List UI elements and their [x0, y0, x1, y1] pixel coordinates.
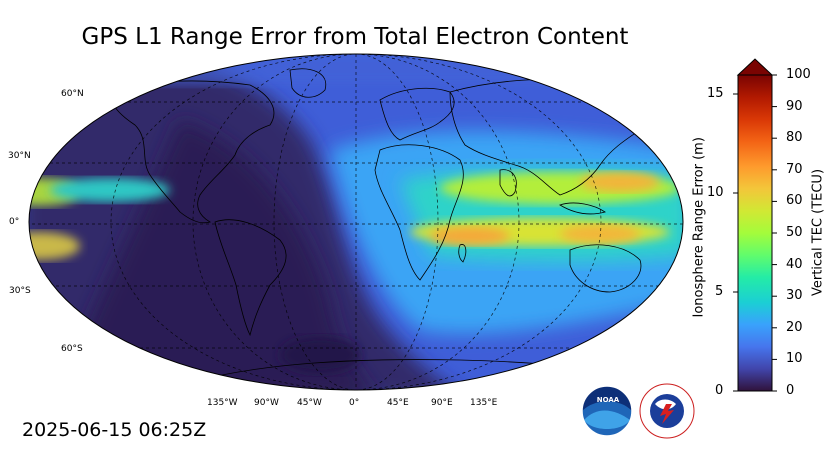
error-tick: 15 — [707, 86, 724, 101]
lon-label-90e: 90°E — [431, 398, 453, 408]
globe-outline — [28, 53, 684, 391]
lon-label-0: 0° — [349, 398, 360, 408]
tec-field — [29, 54, 683, 390]
tec-tick: 60 — [786, 193, 803, 208]
noaa-logo — [581, 385, 633, 437]
lat-label-60s: 60°S — [61, 344, 83, 354]
tec-tick: 30 — [786, 288, 803, 303]
error-tick: 10 — [707, 185, 724, 200]
lon-label-45e: 45°E — [387, 398, 409, 408]
lon-label-90w: 90°W — [254, 398, 279, 408]
tec-tick: 40 — [786, 257, 803, 272]
lon-label-135w: 135°W — [207, 398, 238, 408]
noaa-logo-text: NOAA — [596, 396, 620, 404]
tec-tick: 20 — [786, 320, 803, 335]
lat-label-30s: 30°S — [9, 286, 31, 296]
lat-label-0: 0° — [9, 217, 20, 227]
error-axis-label: Ionosphere Range Error (m) — [691, 137, 707, 318]
lat-label-30n: 30°N — [8, 151, 31, 161]
map-title: GPS L1 Range Error from Total Electron C… — [81, 24, 629, 50]
lon-label-45w: 45°W — [297, 398, 322, 408]
tec-tick: 70 — [786, 162, 803, 177]
error-tick: 5 — [715, 284, 724, 299]
lat-label-60n: 60°N — [61, 89, 84, 99]
colorbar-extend-arrow — [736, 58, 774, 76]
error-tick: 0 — [715, 383, 724, 398]
tec-axis-label: Vertical TEC (TECU) — [810, 168, 826, 297]
tec-tick: 100 — [786, 67, 811, 82]
tec-tick: 0 — [786, 383, 795, 398]
tec-tick: 90 — [786, 99, 803, 114]
colorbar — [733, 58, 777, 392]
tec-tick: 10 — [786, 351, 803, 366]
lon-label-135e: 135°E — [470, 398, 498, 408]
timestamp: 2025-06-15 06:25Z — [22, 419, 207, 441]
nws-logo — [639, 383, 695, 439]
tec-tick: 50 — [786, 225, 803, 240]
tec-tick: 80 — [786, 130, 803, 145]
